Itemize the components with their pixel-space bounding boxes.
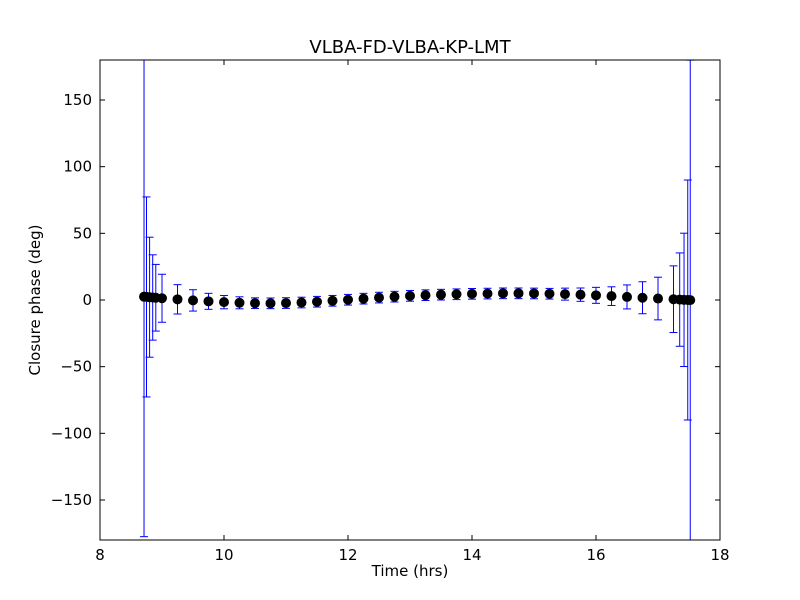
data-point <box>637 292 648 303</box>
data-point <box>374 292 384 303</box>
y-axis: 150 100 50 0 −50 −100 −150 <box>51 91 720 509</box>
data-point <box>405 290 415 301</box>
x-tick-label: 8 <box>95 546 105 564</box>
data-point <box>653 293 663 304</box>
data-point <box>529 288 539 299</box>
y-tick-label: 50 <box>73 224 92 242</box>
data-point <box>436 289 446 300</box>
x-tick-label: 10 <box>214 546 233 564</box>
y-tick-label: 0 <box>82 291 92 309</box>
data-point <box>451 289 462 300</box>
data-point <box>560 289 570 300</box>
data-point <box>281 298 291 309</box>
data-point <box>234 297 245 308</box>
data-point <box>203 296 214 307</box>
data-point <box>685 295 696 306</box>
data-point <box>575 289 586 300</box>
data-point <box>157 293 167 304</box>
data-point <box>250 298 260 309</box>
data-point <box>389 291 400 302</box>
data-point <box>467 288 477 299</box>
data-point <box>219 297 229 308</box>
x-tick-label: 16 <box>586 546 605 564</box>
plot-area <box>99 59 721 541</box>
data-points <box>139 288 696 309</box>
y-tick-label: 100 <box>63 158 92 176</box>
y-tick-label: −50 <box>60 358 92 376</box>
data-point <box>420 290 431 301</box>
data-point <box>622 291 632 302</box>
data-point <box>188 295 198 306</box>
x-tick-label: 14 <box>462 546 481 564</box>
data-point <box>591 290 601 301</box>
y-tick-label: −100 <box>51 424 92 442</box>
x-axis: 8 10 12 14 16 18 <box>95 60 730 564</box>
data-point <box>327 295 338 306</box>
y-tick-label: 150 <box>63 91 92 109</box>
data-point <box>343 294 353 305</box>
data-point <box>358 293 369 304</box>
data-point <box>606 291 617 302</box>
data-point <box>544 288 555 299</box>
x-tick-label: 18 <box>710 546 729 564</box>
data-point <box>513 288 524 299</box>
data-point <box>482 288 493 299</box>
data-point <box>498 288 508 299</box>
x-axis-label: Time (hrs) <box>371 562 449 580</box>
x-tick-label: 12 <box>338 546 357 564</box>
data-point <box>172 294 183 305</box>
y-tick-label: −150 <box>51 491 92 509</box>
data-point <box>265 298 276 309</box>
y-axis-label: Closure phase (deg) <box>26 225 44 376</box>
data-point <box>312 296 322 307</box>
chart-title: VLBA-FD-VLBA-KP-LMT <box>309 37 511 58</box>
data-point <box>296 297 307 308</box>
